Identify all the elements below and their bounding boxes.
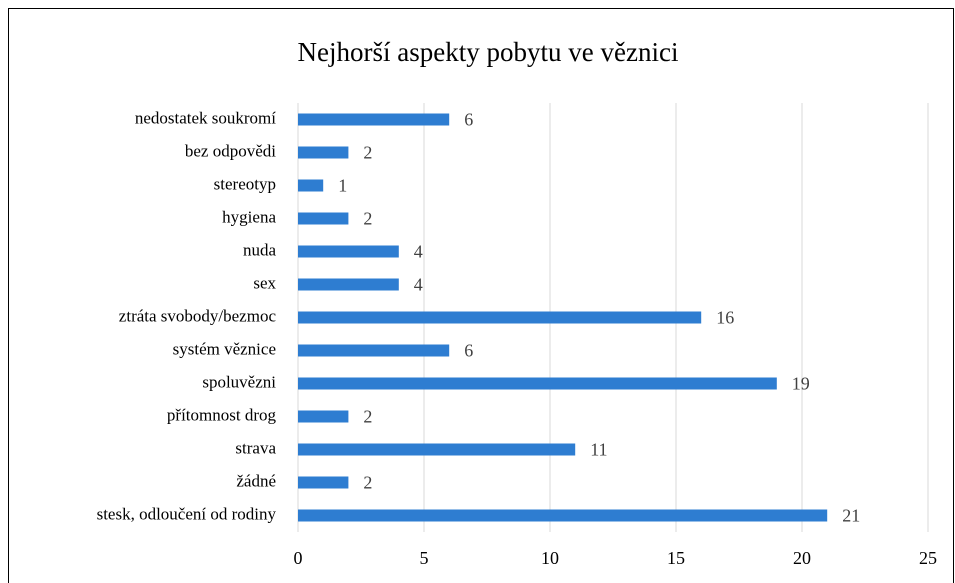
y-tick-label: sex [253,273,276,292]
data-label: 2 [363,209,372,229]
y-tick-label: strava [235,438,276,457]
x-tick-label: 15 [667,548,685,568]
bar [298,509,828,522]
data-label: 6 [464,341,473,361]
data-label: 2 [363,407,372,427]
y-tick-label: stesk, odloučení od rodiny [97,504,277,523]
y-tick-label: hygiena [222,207,276,226]
bar [298,311,702,324]
bar [298,476,349,489]
x-tick-label: 25 [919,548,937,568]
bar [298,278,399,291]
x-tick-label: 5 [420,548,429,568]
data-label: 16 [716,308,734,328]
y-tick-label: spoluvězni [202,372,276,391]
x-tick-label: 0 [294,548,303,568]
bar [298,377,777,390]
y-tick-label: systém věznice [173,339,276,358]
data-label: 6 [464,110,473,130]
bar [298,410,349,423]
x-tick-label: 10 [541,548,559,568]
y-tick-label: ztráta svobody/bezmoc [119,306,277,325]
data-label: 2 [363,143,372,163]
y-tick-label: bez odpovědi [185,141,276,160]
data-label: 21 [842,506,860,526]
bar [298,179,324,192]
data-label: 4 [414,275,423,295]
data-label: 4 [414,242,423,262]
bar [298,212,349,225]
data-label: 19 [792,374,810,394]
y-tick-label: nuda [243,240,277,259]
bar [298,146,349,159]
bar [298,443,576,456]
y-tick-label: stereotyp [214,174,276,193]
chart-frame [8,8,954,583]
chart-title: Nejhorší aspekty pobytu ve věznici [298,37,679,67]
bar [298,344,450,357]
data-label: 1 [338,176,347,196]
bar [298,113,450,126]
data-label: 2 [363,473,372,493]
y-tick-label: nedostatek soukromí [135,108,276,127]
y-tick-label: žádné [236,471,276,490]
data-label: 11 [590,440,607,460]
y-tick-label: přítomnost drog [167,405,277,424]
x-tick-label: 20 [793,548,811,568]
bar [298,245,399,258]
